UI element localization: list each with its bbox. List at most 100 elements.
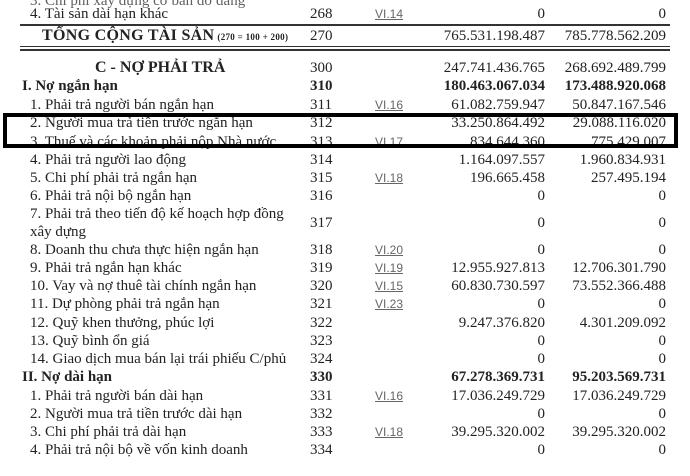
prior-value: 29.088.116.020 bbox=[572, 115, 666, 131]
row-code: 268 bbox=[310, 6, 333, 22]
current-value: 765.531.198.487 bbox=[443, 28, 545, 44]
prior-value: 785.778.562.209 bbox=[564, 28, 666, 44]
current-value: 9.247.376.820 bbox=[458, 315, 545, 331]
row-code: 270 bbox=[310, 28, 333, 44]
current-value: 0 bbox=[537, 242, 546, 258]
prior-value: 4.301.209.092 bbox=[579, 315, 666, 331]
row-code: 320 bbox=[310, 278, 333, 294]
prior-value: 268.692.489.799 bbox=[564, 60, 666, 76]
table-row: 1. Phải trả người bán dài hạn 331 VI.16 17.… bbox=[0, 387, 690, 405]
note-link: VI.19 bbox=[375, 261, 404, 275]
note-link: VI.16 bbox=[375, 98, 404, 112]
row-label: 5. Chi phí phải trả ngắn hạn bbox=[30, 170, 198, 186]
table-row: 13. Quỹ bình ổn giá 323 0 0 bbox=[0, 332, 690, 350]
row-label: I. Nợ ngắn hạn bbox=[22, 78, 118, 94]
current-value: 60.830.730.597 bbox=[451, 278, 545, 294]
current-value: 67.278.369.731 bbox=[451, 369, 545, 385]
table-row: TỔNG CỘNG TÀI SẢN (270 = 100 + 200) 270 765… bbox=[0, 27, 690, 45]
row-label: 12. Quỹ khen thưởng, phúc lợi bbox=[30, 315, 215, 331]
table-row: 12. Quỹ khen thưởng, phúc lợi 322 9.247.37… bbox=[0, 314, 690, 332]
current-value: 0 bbox=[537, 406, 546, 422]
prior-value: 0 bbox=[658, 215, 667, 231]
note-link: VI.15 bbox=[375, 279, 404, 293]
prior-value: 50.847.167.546 bbox=[572, 97, 666, 113]
table-row: 11. Dự phòng phải trả ngắn hạn 321 VI.23 0 0 bbox=[0, 295, 690, 313]
current-value: 0 bbox=[537, 296, 546, 312]
table-row: 4. Tài sản dài hạn khác 268 VI.14 0 0 bbox=[0, 5, 690, 23]
current-value: 33.250.864.492 bbox=[451, 115, 545, 131]
table-row: 1. Phải trả người bán ngắn hạn 311 VI.16 61… bbox=[0, 96, 690, 114]
prior-value: 257.495.194 bbox=[591, 170, 666, 186]
row-code: 311 bbox=[310, 97, 332, 113]
row-label: 2. Người mua trả tiền trước ngắn hạn bbox=[30, 115, 253, 131]
row-label: 4. Phải trả người lao động bbox=[30, 152, 187, 168]
row-code: 332 bbox=[310, 406, 333, 422]
row-label: TỔNG CỘNG TÀI SẢN (270 = 100 + 200) bbox=[42, 27, 288, 46]
row-code: 333 bbox=[310, 424, 333, 440]
note-link: VI.23 bbox=[375, 297, 404, 311]
row-code: 324 bbox=[310, 351, 333, 367]
row-code: 318 bbox=[310, 242, 333, 258]
formula-note: (270 = 100 + 200) bbox=[217, 32, 289, 42]
table-row: C - NỢ PHẢI TRẢ 300 247.741.436.765 268.692… bbox=[0, 59, 690, 77]
row-label: II. Nợ dài hạn bbox=[22, 369, 113, 385]
row-label: 7. Phải trả theo tiến độ kế hoạch hợp đồ… bbox=[30, 206, 284, 222]
prior-value: 0 bbox=[658, 351, 667, 367]
row-code: 315 bbox=[310, 170, 333, 186]
table-row: 6. Phải trả nội bộ ngắn hạn 316 0 0 bbox=[0, 187, 690, 205]
table-row: 7. Phải trả theo tiến độ kế hoạch hợp đồ… bbox=[0, 205, 690, 240]
current-value: 1.164.097.557 bbox=[458, 152, 545, 168]
divider bbox=[20, 46, 670, 47]
current-value: 0 bbox=[537, 351, 546, 367]
row-label: 3. Chi phí phải trả dài hạn bbox=[30, 424, 187, 440]
row-label: 13. Quỹ bình ổn giá bbox=[30, 333, 150, 349]
row-label: 9. Phải trả ngắn hạn khác bbox=[30, 260, 182, 276]
prior-value: 0 bbox=[658, 296, 667, 312]
note-link: VI.14 bbox=[375, 7, 404, 21]
row-label-continued: xây dựng bbox=[30, 224, 87, 240]
table-row: 10. Vay và nợ thuê tài chính ngắn hạn 320… bbox=[0, 277, 690, 295]
prior-value: 0 bbox=[658, 188, 667, 204]
note-link: VI.18 bbox=[375, 171, 404, 185]
prior-value: 0 bbox=[658, 406, 667, 422]
row-code: 319 bbox=[310, 260, 333, 276]
highlight-box bbox=[3, 113, 678, 148]
row-label: 11. Dự phòng phải trả ngắn hạn bbox=[30, 296, 220, 312]
row-code: 310 bbox=[310, 78, 333, 94]
row-label: 2. Người mua trả tiền trước dài hạn bbox=[30, 406, 243, 422]
current-value: 247.741.436.765 bbox=[443, 60, 545, 76]
table-row: 2. Người mua trả tiền trước ngắn hạn 312 3… bbox=[0, 114, 690, 132]
row-code: 322 bbox=[310, 315, 333, 331]
prior-value: 17.036.249.729 bbox=[572, 388, 666, 404]
current-value: 17.036.249.729 bbox=[451, 388, 545, 404]
current-value: 196.665.458 bbox=[470, 170, 545, 186]
prior-value: 39.295.320.002 bbox=[572, 424, 666, 440]
row-label: 8. Doanh thu chưa thực hiện ngắn hạn bbox=[30, 242, 259, 258]
table-row: 3. Chi phí xây dựng cơ bản dở dang bbox=[0, 0, 690, 10]
row-label: 14. Giao dịch mua bán lại trái phiếu C/p… bbox=[30, 351, 287, 367]
row-label: 4. Phải trả nội bộ về vốn kinh doanh bbox=[30, 442, 248, 458]
row-label: TỔNG CỘNG TÀI SẢN bbox=[42, 27, 215, 44]
row-code: 321 bbox=[310, 296, 333, 312]
prior-value: 95.203.569.731 bbox=[572, 369, 666, 385]
row-label: 3. Chi phí xây dựng cơ bản dở dang bbox=[30, 0, 246, 9]
note-link: VI.18 bbox=[375, 425, 404, 439]
prior-value: 0 bbox=[658, 333, 667, 349]
current-value: 0 bbox=[537, 333, 546, 349]
current-value: 0 bbox=[537, 6, 546, 22]
table-row: 3. Chi phí phải trả dài hạn 333 VI.18 39.29… bbox=[0, 423, 690, 441]
row-label: 1. Phải trả người bán dài hạn bbox=[30, 388, 204, 404]
prior-value: 173.488.920.068 bbox=[564, 78, 666, 94]
current-value: 12.955.927.813 bbox=[451, 260, 545, 276]
row-label: C - NỢ PHẢI TRẢ bbox=[95, 59, 226, 76]
table-row: 4. Phải trả nội bộ về vốn kinh doanh 334 0… bbox=[0, 441, 690, 459]
row-code: 317 bbox=[310, 215, 333, 231]
row-code: 323 bbox=[310, 333, 333, 349]
row-code: 314 bbox=[310, 152, 333, 168]
prior-value: 12.706.301.790 bbox=[572, 260, 666, 276]
table-row: 5. Chi phí phải trả ngắn hạn 315 VI.18 196.… bbox=[0, 169, 690, 187]
row-label: 4. Tài sản dài hạn khác bbox=[30, 6, 169, 22]
row-code: 330 bbox=[310, 369, 333, 385]
row-label: 6. Phải trả nội bộ ngắn hạn bbox=[30, 188, 192, 204]
row-code: 331 bbox=[310, 388, 333, 404]
